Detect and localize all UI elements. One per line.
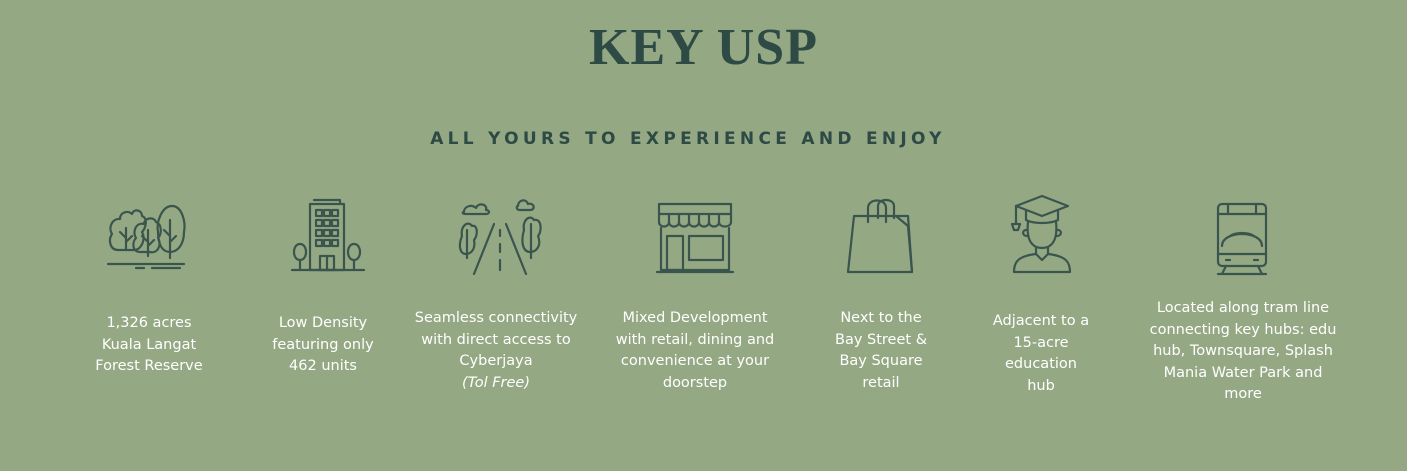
caption-line: Adjacent to a <box>992 313 1090 329</box>
caption-line: hub <box>1027 377 1055 394</box>
feature-caption: 1,326 acres Kuala Langat Forest Reserve <box>60 313 238 378</box>
page-title: KEY USP <box>589 19 818 76</box>
feature-graduate: Adjacent to a 15-acre education hub <box>966 194 1116 397</box>
caption-line: Located along tram line <box>1156 300 1330 316</box>
caption-line: hub, Townsquare, Splash <box>1153 343 1333 359</box>
caption-line: featuring only <box>272 336 374 353</box>
caption-line: Forest Reserve <box>95 358 203 374</box>
caption-line: Kuala Langat <box>101 336 197 353</box>
feature-road: Seamless connectivity with direct access… <box>0 0 600 471</box>
feature-caption: Mixed Development with retail, dining an… <box>610 308 780 394</box>
caption-line: 462 units <box>289 358 357 374</box>
caption-line: more <box>1224 386 1262 402</box>
caption-line: Next to the <box>840 310 922 326</box>
feature-bag: Next to the Bay Street & Bay Square reta… <box>806 198 956 394</box>
building-icon <box>290 198 366 272</box>
caption-line: education <box>1005 356 1077 372</box>
feature-forest: 1,326 acres Kuala Langat Forest Reserve <box>0 0 300 471</box>
caption-line: doorstep <box>662 374 728 391</box>
caption-line: Low Density <box>278 315 368 331</box>
caption-line: Bay Square <box>839 353 923 369</box>
caption-line: Bay Street & <box>835 331 927 348</box>
feature-shop: Mixed Development with retail, dining an… <box>616 202 774 391</box>
caption-line: Mania Water Park and <box>1163 364 1323 381</box>
caption-line: 15-acre <box>1013 334 1069 351</box>
caption-note: (Tol Free) <box>461 374 531 391</box>
shopping-bag-icon <box>846 198 914 274</box>
feature-caption: Low Density featuring only 462 units <box>248 313 398 378</box>
shop-icon <box>655 202 735 274</box>
caption-line: Seamless connectivity <box>414 310 578 326</box>
road-icon <box>458 199 542 276</box>
caption-line: with direct access to <box>421 331 571 348</box>
feature-building: Low Density featuring only 462 units <box>0 0 420 471</box>
feature-caption: Located along tram line connecting key h… <box>1140 298 1346 406</box>
page-subtitle: ALL YOURS TO EXPERIENCE AND ENJOY <box>430 129 946 149</box>
graduate-icon <box>1010 194 1072 274</box>
tram-icon <box>1216 202 1268 276</box>
caption-line: connecting key hubs: edu <box>1149 321 1337 338</box>
forest-icon <box>106 204 186 270</box>
feature-caption: Adjacent to a 15-acre education hub <box>966 311 1116 397</box>
caption-line: Mixed Development <box>622 310 768 326</box>
feature-caption: Next to the Bay Street & Bay Square reta… <box>806 308 956 394</box>
caption-line: retail <box>862 374 900 391</box>
caption-line: convenience at your <box>620 353 770 369</box>
caption-line: 1,326 acres <box>106 315 192 331</box>
caption-line: Cyberjaya <box>459 353 533 369</box>
feature-caption: Seamless connectivity with direct access… <box>406 308 586 394</box>
caption-line: with retail, dining and <box>615 331 775 348</box>
